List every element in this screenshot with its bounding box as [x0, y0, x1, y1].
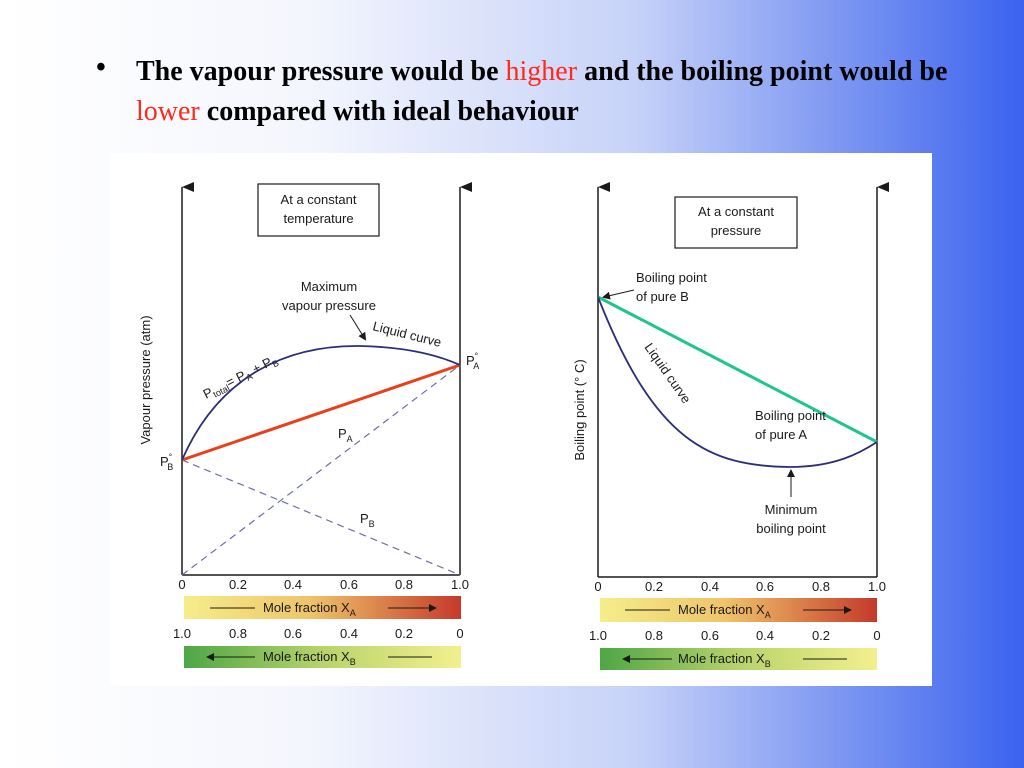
right-boiling-curve	[597, 296, 878, 468]
max-vp-arrow	[349, 314, 367, 341]
right-xa-tick: 0.6	[756, 579, 774, 594]
left-total-curve	[181, 345, 461, 461]
left-box-line2: temperature	[283, 211, 353, 226]
right-ideal-line	[597, 295, 878, 444]
right-xa-tick: 0	[594, 579, 601, 594]
right-box-line1: At a constant	[698, 204, 774, 219]
right-liquid-curve-label: Liquid curve	[642, 340, 695, 406]
bp-b-line2: of pure B	[636, 289, 689, 304]
left-xa-tick: 0.4	[284, 577, 302, 592]
left-diagram: At a constant temperature Vapour pressur…	[138, 182, 479, 668]
max-vp-line1: Maximum	[301, 279, 357, 294]
left-xa-ticks: 0 0.2 0.4 0.6 0.8 1.0	[178, 577, 469, 592]
left-mole-fraction-a-bar	[184, 596, 461, 619]
headline-highlight-lower: lower	[136, 96, 200, 127]
right-xa-tick: 0.4	[701, 579, 719, 594]
right-bar-b-label: Mole fraction XB	[678, 651, 771, 669]
left-xa-tick: 1.0	[451, 577, 469, 592]
pa-label: PA	[338, 426, 353, 444]
left-liquid-curve-label: Liquid curve	[371, 318, 443, 350]
right-xb-tick: 0.8	[645, 628, 663, 643]
right-xb-tick: 0	[873, 628, 880, 643]
left-xb-tick: 1.0	[173, 626, 191, 641]
headline-text-3: compared with ideal behaviour	[199, 96, 579, 127]
right-diagram: At a constant pressure Boiling point (° …	[572, 182, 889, 670]
pb0-label: P° B	[160, 452, 173, 472]
pa-dashed-line	[181, 364, 461, 576]
right-xa-tick: 0.2	[645, 579, 663, 594]
headline-text-1: The vapour pressure would be	[136, 56, 506, 87]
right-xb-ticks: 1.0 0.8 0.6 0.4 0.2 0	[589, 628, 881, 643]
diagram-svg: At a constant temperature Vapour pressur…	[138, 182, 889, 670]
left-xa-tick: 0.6	[340, 577, 358, 592]
right-xa-tick: 1.0	[868, 579, 886, 594]
right-xb-tick: 0.4	[756, 628, 774, 643]
left-xb-ticks: 1.0 0.8 0.6 0.4 0.2 0	[173, 626, 464, 641]
right-xa-tick: 0.8	[812, 579, 830, 594]
left-xb-tick: 0.4	[340, 626, 358, 641]
right-xb-tick: 0.2	[812, 628, 830, 643]
left-condition-box	[257, 183, 380, 237]
left-bar-a-label: Mole fraction XA	[263, 600, 356, 618]
bp-b-arrow	[602, 289, 635, 300]
right-condition-box	[674, 196, 798, 249]
bullet-marker: •	[96, 52, 106, 83]
left-xa-tick: 0	[178, 577, 185, 592]
min-bp-line1: Minimum	[765, 502, 818, 517]
left-box-line1: At a constant	[281, 192, 357, 207]
diagram-figure: At a constant temperature Vapour pressur…	[110, 153, 932, 686]
max-vp-line2: vapour pressure	[282, 298, 376, 313]
left-xb-tick: 0	[456, 626, 463, 641]
ptotal-label: Ptotal= PA + PB	[201, 351, 281, 403]
right-xa-ticks: 0 0.2 0.4 0.6 0.8 1.0	[594, 579, 886, 594]
left-xa-tick: 0.8	[395, 577, 413, 592]
left-xa-tick: 0.2	[229, 577, 247, 592]
slide-headline: The vapour pressure would be higher and …	[136, 52, 996, 132]
left-xb-tick: 0.6	[284, 626, 302, 641]
bp-b-line1: Boiling point	[636, 270, 707, 285]
right-mole-fraction-b-bar	[600, 648, 877, 670]
right-y-label: Boiling point (° C)	[572, 359, 587, 460]
pb-dashed-line	[181, 459, 461, 576]
pb-label: PB	[360, 511, 375, 529]
headline-highlight-higher: higher	[505, 56, 578, 87]
right-bar-a-label: Mole fraction XA	[678, 602, 771, 620]
left-ideal-line	[181, 363, 461, 462]
bp-a-line1: Boiling point	[755, 408, 826, 423]
left-xb-tick: 0.2	[395, 626, 413, 641]
bp-a-line2: of pure A	[755, 427, 807, 442]
min-bp-line2: boiling point	[756, 521, 826, 536]
left-y-label: Vapour pressure (atm)	[138, 315, 153, 444]
left-mole-fraction-b-bar	[184, 646, 461, 668]
headline-text-2: and the boiling point would be	[577, 56, 948, 87]
pa0-label: P° A	[466, 351, 479, 371]
right-box-line2: pressure	[711, 223, 762, 238]
left-bar-b-label: Mole fraction XB	[263, 649, 356, 667]
right-xb-tick: 1.0	[589, 628, 607, 643]
right-xb-tick: 0.6	[701, 628, 719, 643]
left-xb-tick: 0.8	[229, 626, 247, 641]
